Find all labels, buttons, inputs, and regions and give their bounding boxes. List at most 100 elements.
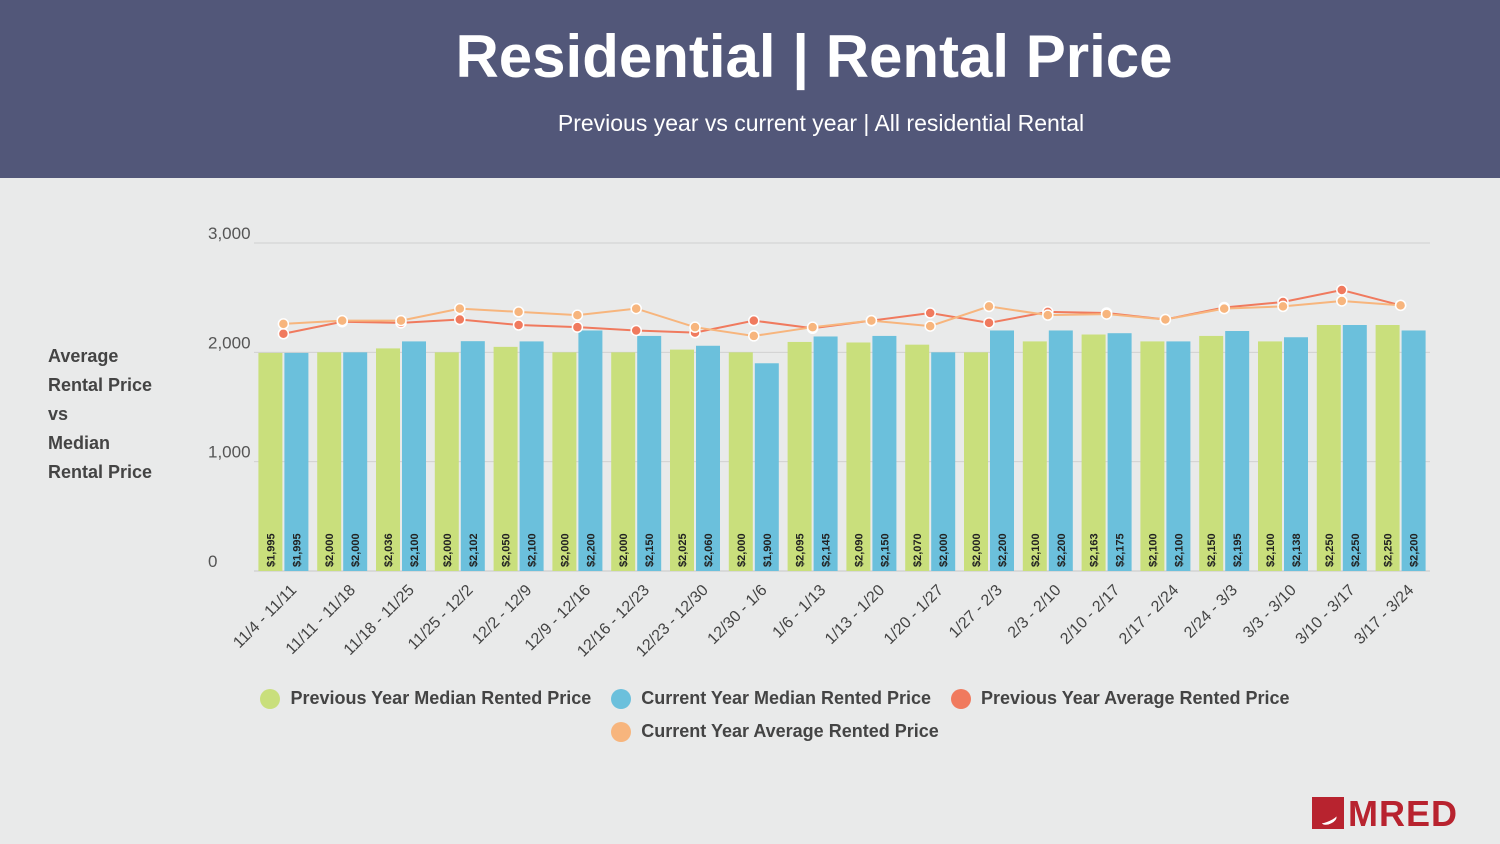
curr-median-bar [931, 352, 956, 571]
y-axis-title-line: Rental Price [48, 375, 153, 395]
prev-median-bar [258, 352, 283, 571]
prev-median-bar [1375, 325, 1400, 571]
curr-average-point [571, 309, 584, 321]
bar-data-label: $2,100 [1147, 533, 1159, 567]
legend-row: Current Year Average Rented Price [0, 721, 1500, 742]
x-tick-label: 1/13 - 1/20 [822, 582, 888, 648]
bar-data-label: $2,102 [468, 533, 480, 567]
bar-data-label: $2,000 [938, 533, 950, 567]
curr-average-point [395, 314, 407, 327]
logo-text: MRED [1348, 793, 1458, 834]
curr-median-bar [1401, 330, 1426, 571]
bar-data-label: $2,025 [677, 533, 689, 567]
y-axis-title-line: Rental Price [48, 462, 153, 482]
bar-data-label: $2,000 [350, 533, 362, 567]
legend-row: Previous Year Median Rented Price Curren… [0, 688, 1500, 709]
curr-median-bar [284, 352, 309, 571]
bar-data-label: $1,995 [291, 533, 303, 567]
bar-data-label: $2,200 [997, 533, 1009, 567]
curr-average-point [1100, 308, 1113, 320]
prev-median-bar [552, 352, 577, 571]
curr-median-bar [578, 330, 603, 571]
bar-data-label: $2,036 [383, 533, 395, 567]
prev-average-point [277, 327, 290, 340]
bar-data-label: $2,100 [1265, 533, 1277, 567]
bar-data-label: $2,000 [971, 533, 983, 567]
bar-data-label: $2,175 [1115, 533, 1127, 567]
x-tick-label: 1/6 - 1/13 [770, 582, 830, 642]
prev-median-bar [434, 352, 459, 571]
legend-swatch-prev-median [260, 688, 281, 709]
bar-data-label: $2,100 [1030, 533, 1042, 567]
curr-average-point [277, 318, 290, 330]
prev-median-bar [905, 344, 930, 571]
y-tick-label: 2,000 [208, 333, 251, 352]
x-tick-label: 3/17 - 3/24 [1351, 582, 1417, 648]
y-tick-label: 3,000 [208, 224, 251, 243]
bar-data-label: $2,200 [1056, 533, 1068, 567]
bar-data-label: $2,090 [853, 533, 865, 567]
bar-data-label: $2,150 [879, 533, 891, 567]
curr-average-point [512, 306, 525, 318]
header-banner: Residential | Rental Price Previous year… [0, 0, 1500, 178]
bar-data-label: $2,000 [442, 533, 454, 567]
curr-median-bar [1342, 325, 1367, 571]
x-tick-label: 2/24 - 3/3 [1181, 582, 1241, 642]
curr-average-point [1218, 302, 1230, 315]
prev-median-bar [1258, 341, 1282, 571]
bar-data-label: $2,100 [409, 533, 421, 567]
curr-median-bar [696, 345, 720, 571]
curr-median-bar [637, 335, 662, 571]
legend-item-curr-average: Current Year Average Rented Price [611, 721, 939, 742]
prev-median-bar [376, 348, 400, 571]
x-tick-label: 1/27 - 2/3 [946, 582, 1006, 642]
prev-median-bar [611, 352, 636, 571]
prev-median-bar [1140, 341, 1165, 571]
curr-average-point [454, 302, 466, 315]
legend-label: Current Year Median Rented Price [641, 688, 932, 708]
x-tick-label: 2/3 - 2/10 [1005, 582, 1065, 642]
bar-data-label: $2,200 [585, 533, 597, 567]
curr-median-bar [402, 341, 426, 571]
legend-item-prev-median: Previous Year Median Rented Price [260, 688, 591, 709]
curr-median-bar [754, 363, 779, 571]
bar-data-label: $2,138 [1291, 533, 1303, 567]
prev-median-bar [493, 346, 518, 571]
bar-data-label: $2,070 [912, 533, 924, 567]
prev-median-bar [846, 342, 871, 571]
bar-data-label: $2,150 [1206, 533, 1218, 567]
curr-median-bar [872, 335, 897, 571]
legend-label: Previous Year Average Rented Price [981, 688, 1290, 708]
bar-data-label: $2,250 [1383, 533, 1395, 567]
curr-average-point [1394, 299, 1407, 312]
y-tick-label: 1,000 [208, 443, 251, 462]
legend-label: Previous Year Median Rented Price [290, 688, 592, 708]
bar-data-label: $2,000 [736, 533, 748, 567]
curr-average-point [865, 314, 878, 327]
curr-average-point [806, 321, 819, 333]
bar-data-label: $2,060 [703, 533, 715, 567]
curr-average-point [748, 330, 760, 342]
y-axis-title-line: Average [48, 346, 119, 366]
curr-average-point [336, 314, 348, 327]
bar-data-label: $2,000 [559, 533, 571, 567]
prev-median-bar [728, 352, 753, 571]
curr-median-bar [1107, 333, 1132, 571]
bar-data-label: $2,195 [1232, 533, 1244, 567]
y-tick-label: 0 [208, 552, 217, 571]
prev-average-point [454, 313, 466, 326]
legend-swatch-curr-median [611, 688, 632, 709]
prev-average-point [748, 314, 760, 327]
curr-average-point [689, 321, 701, 333]
legend-item-prev-average: Previous Year Average Rented Price [951, 688, 1290, 709]
prev-average-point [630, 324, 642, 337]
bar-data-label: $2,145 [821, 533, 833, 567]
curr-average-point [1277, 300, 1289, 313]
curr-median-bar [1225, 331, 1250, 571]
y-axis-title-line: Median [48, 433, 111, 453]
bar-data-label: $1,995 [265, 533, 277, 567]
prev-median-bar [787, 341, 812, 571]
curr-average-line [283, 299, 1401, 337]
legend-swatch-curr-average [611, 721, 632, 742]
prev-median-bar [1022, 341, 1047, 571]
